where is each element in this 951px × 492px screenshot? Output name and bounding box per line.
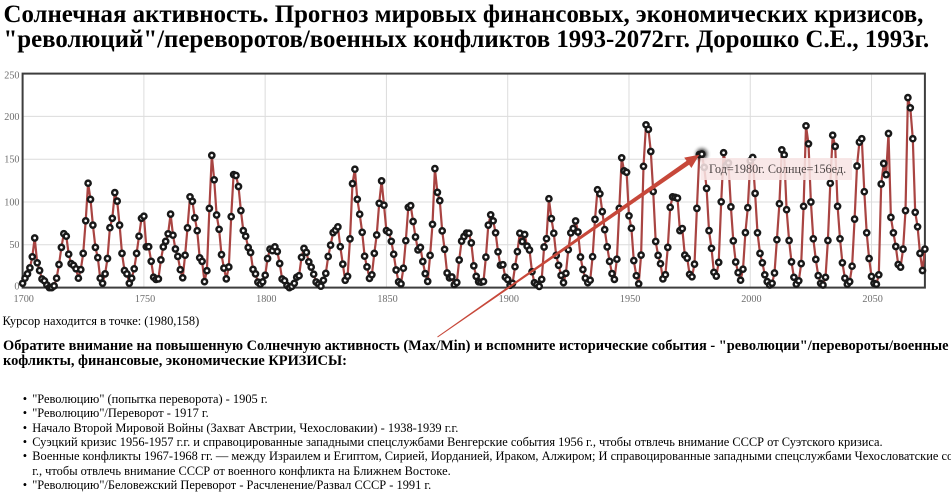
svg-text:1800: 1800 [256, 294, 276, 305]
svg-text:250: 250 [4, 71, 19, 82]
svg-text:150: 150 [4, 155, 19, 166]
svg-text:50: 50 [9, 240, 19, 251]
svg-text:1750: 1750 [135, 294, 155, 305]
svg-text:1900: 1900 [499, 294, 519, 305]
svg-text:2050: 2050 [862, 294, 882, 305]
svg-text:200: 200 [4, 112, 19, 123]
svg-text:2000: 2000 [741, 294, 761, 305]
svg-text:Год=1980г. Солнце=156ед.: Год=1980г. Солнце=156ед. [709, 162, 846, 176]
svg-text:0: 0 [14, 281, 19, 292]
svg-text:1850: 1850 [377, 294, 397, 305]
svg-text:100: 100 [4, 197, 19, 208]
svg-text:1950: 1950 [620, 294, 640, 305]
svg-text:1700: 1700 [14, 294, 34, 305]
